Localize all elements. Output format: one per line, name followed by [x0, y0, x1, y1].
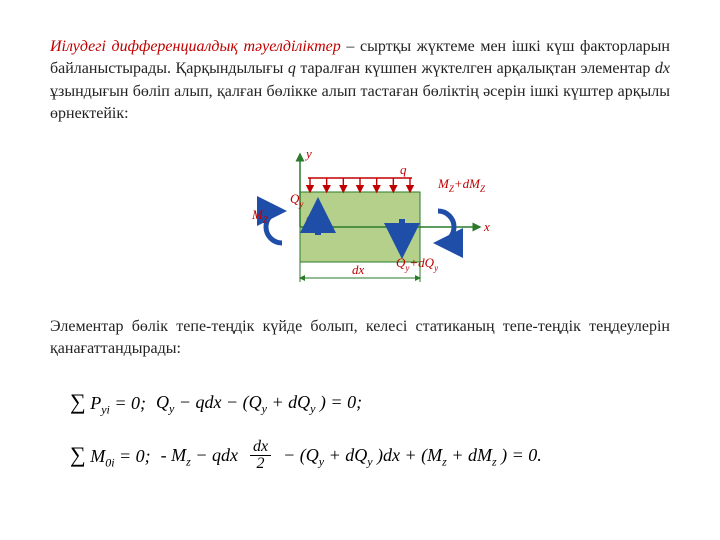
intro-q: q	[288, 60, 296, 77]
svg-text:MZ+dMZ: MZ+dMZ	[437, 176, 486, 194]
svg-text:q: q	[400, 162, 407, 177]
beam-diagram: yxOqMZQyMZ+dMZQy+dQydx	[220, 142, 500, 312]
svg-text:MZ: MZ	[251, 207, 269, 225]
beam-diagram-container: yxOqMZQyMZ+dMZQy+dQydx	[50, 142, 670, 312]
equations-block: ∑ Pyi = 0; Qy − qdx − (Qy + dQy ) = 0; ∑…	[50, 376, 670, 482]
svg-text:x: x	[483, 219, 490, 234]
intro-paragraph: Иілудегі дифференциалдық тәуелділіктер –…	[50, 36, 670, 126]
svg-text:Qy+dQy: Qy+dQy	[396, 255, 438, 273]
equilibrium-paragraph: Элементар бөлік тепе-теңдік күйде болып,…	[50, 316, 670, 361]
intro-tail: ұзындығын бөліп алып, қалған бөлікке алы…	[50, 83, 670, 122]
svg-text:y: y	[304, 146, 312, 161]
intro-mid: таралған күшпен жүктелген арқалықтан эле…	[296, 60, 655, 77]
equation-1: ∑ Pyi = 0; Qy − qdx − (Qy + dQy ) = 0;	[70, 376, 670, 429]
intro-lead: Иілудегі дифференциалдық тәуелділіктер	[50, 38, 341, 55]
equation-2: ∑ M0i = 0; - Mz − qdx dx2 − (Qy + dQy )d…	[70, 429, 670, 482]
svg-text:dx: dx	[352, 262, 365, 277]
intro-dx: dx	[655, 60, 670, 77]
svg-text:O: O	[306, 212, 315, 226]
